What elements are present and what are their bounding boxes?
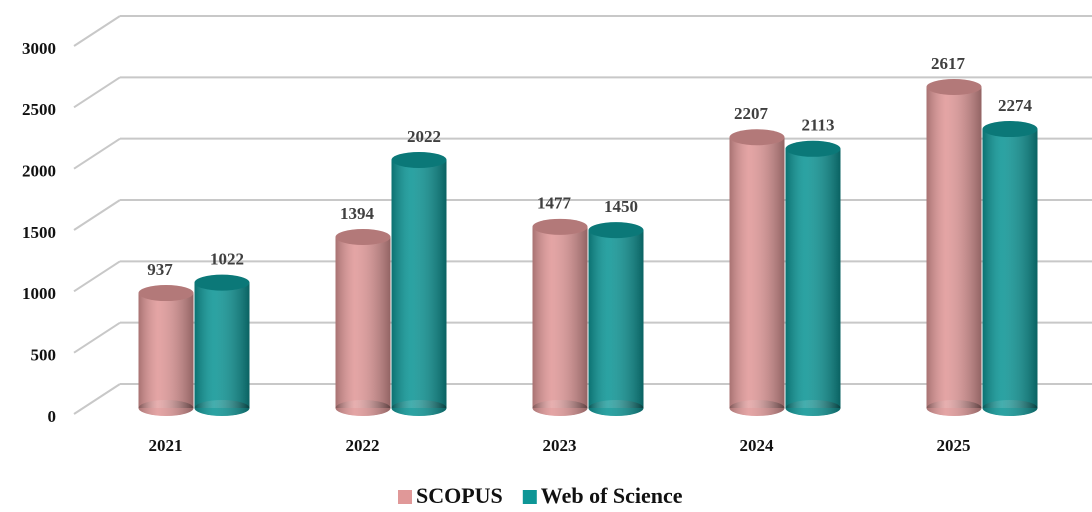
- bar-top-shade: [138, 285, 194, 302]
- y-tick-label: 3000: [22, 39, 56, 58]
- bar-shade: [335, 237, 391, 408]
- bar-top-shade: [729, 129, 785, 146]
- grid-wall: [73, 321, 121, 354]
- bar-shade: [729, 137, 785, 409]
- bar-shade: [391, 159, 447, 408]
- y-tick-label: 500: [31, 346, 57, 365]
- x-tick-label: 2024: [740, 436, 775, 455]
- bar-top-shade: [335, 229, 391, 246]
- grid-wall: [73, 76, 121, 109]
- bar-top: [982, 121, 1038, 138]
- data-label: 2113: [801, 116, 834, 135]
- y-tick-label: 2000: [22, 162, 56, 181]
- data-label: 2022: [407, 127, 441, 146]
- data-label: 1394: [340, 204, 375, 223]
- legend-swatch: [522, 490, 537, 504]
- y-tick-label: 1500: [22, 223, 56, 242]
- grid-wall: [73, 260, 121, 293]
- bar-top: [138, 285, 194, 302]
- x-tick-label: 2021: [149, 436, 183, 455]
- y-tick-label: 1000: [22, 284, 56, 303]
- bar-shade: [982, 129, 1038, 408]
- bar-shade: [138, 293, 194, 408]
- bar-top: [194, 274, 250, 291]
- bar-top: [335, 229, 391, 246]
- y-tick-label: 0: [48, 407, 57, 426]
- legend-label: SCOPUS: [416, 483, 503, 508]
- bar-top-shade: [926, 78, 982, 95]
- bar-shade: [926, 86, 982, 409]
- data-label: 1450: [604, 197, 638, 216]
- bar-top: [785, 140, 841, 157]
- data-label: 2207: [734, 104, 769, 123]
- bar-top: [588, 222, 644, 239]
- bar-top-shade: [194, 274, 250, 291]
- bar-shade: [194, 282, 250, 408]
- bar-top-shade: [391, 151, 447, 168]
- bar-top: [532, 218, 588, 235]
- bar-top: [391, 151, 447, 168]
- bar-top-shade: [588, 222, 644, 239]
- data-label: 1022: [210, 250, 244, 269]
- data-label: 2617: [931, 54, 966, 73]
- grid-wall: [73, 15, 121, 47]
- bar-shade: [785, 148, 841, 408]
- x-tick-label: 2022: [346, 436, 380, 455]
- y-tick-label: 2500: [22, 100, 56, 119]
- bar-shade: [588, 230, 644, 408]
- bar-top-shade: [982, 121, 1038, 138]
- grid-wall: [73, 199, 121, 231]
- bar-top-shade: [532, 218, 588, 235]
- bar-top: [926, 78, 982, 95]
- grid-wall: [73, 137, 121, 170]
- legend-swatch: [398, 490, 412, 504]
- grid-wall: [73, 383, 121, 415]
- x-tick-label: 2025: [937, 436, 971, 455]
- data-label: 1477: [537, 194, 572, 213]
- data-label: 2274: [998, 96, 1033, 115]
- legend-label: Web of Science: [541, 483, 683, 508]
- data-label: 937: [147, 260, 173, 279]
- x-tick-label: 2023: [543, 436, 577, 455]
- bar-shade: [532, 226, 588, 408]
- bar-top: [729, 129, 785, 146]
- bar-top-shade: [785, 140, 841, 157]
